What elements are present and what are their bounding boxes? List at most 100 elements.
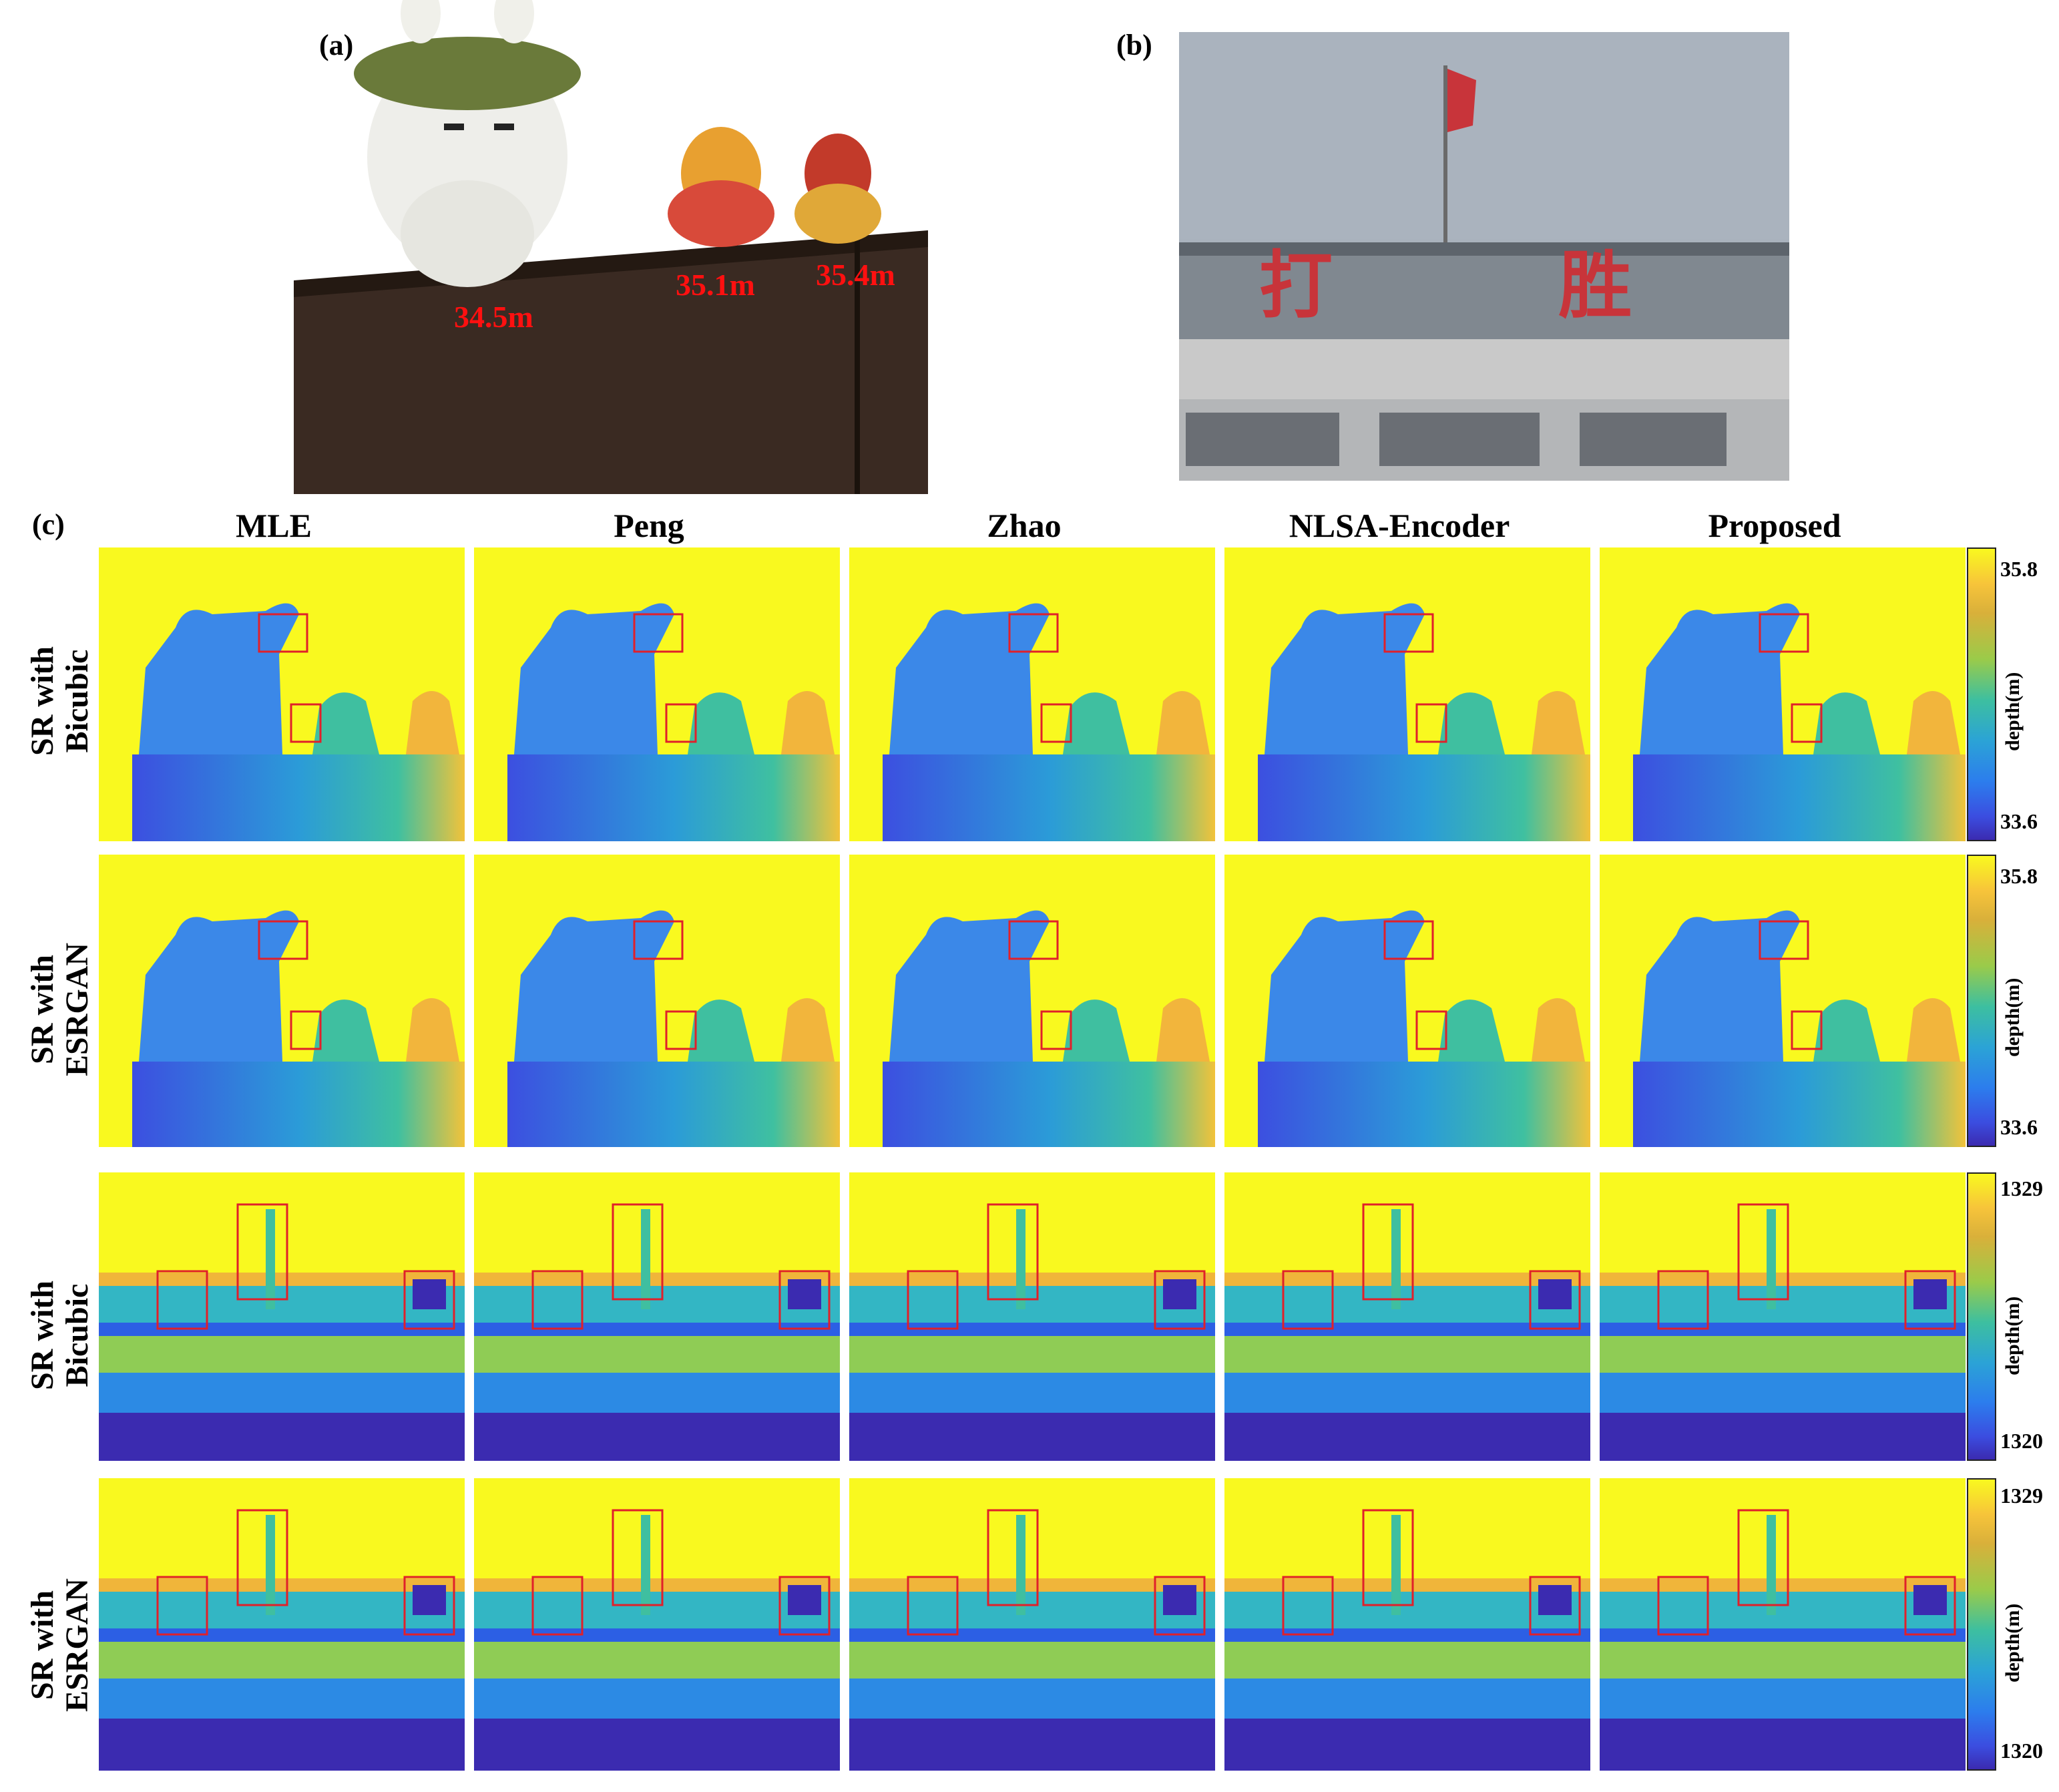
depth-map-1-peng <box>474 547 840 841</box>
highlight-box <box>1282 1270 1334 1330</box>
highlight-box <box>156 1576 208 1636</box>
toys-photo: 34.5m 35.1m 35.4m <box>294 0 928 494</box>
depth-map-3-peng <box>474 1172 840 1461</box>
highlight-box <box>531 1576 584 1636</box>
panel-label-c: (c) <box>32 508 65 541</box>
colorbar-1-max: 35.8 <box>2000 557 2038 581</box>
highlight-box <box>290 703 322 743</box>
depth-map-3-mle <box>99 1172 465 1461</box>
depth-map-1-nlsa-encoder <box>1224 547 1590 841</box>
row-label-2-line1: SR with <box>25 954 60 1065</box>
highlight-box <box>1737 1509 1789 1606</box>
highlight-box <box>236 1203 288 1301</box>
row-label-2: SR with ESRGAN <box>25 863 95 1156</box>
highlight-box <box>258 920 308 960</box>
row-label-3: SR with Bicubic <box>25 1188 95 1482</box>
colorbar-4-max: 1329 <box>2000 1484 2043 1508</box>
colorbar-2-unit: depth(m) <box>2002 977 2024 1057</box>
depth-map-4-proposed <box>1600 1478 1966 1771</box>
highlight-box <box>1904 1576 1956 1636</box>
colorbar-1-min: 33.6 <box>2000 809 2038 833</box>
highlight-box <box>633 613 684 653</box>
highlight-box <box>1759 613 1809 653</box>
building-photo-illustration <box>1179 32 1789 481</box>
highlight-box <box>665 1010 697 1050</box>
row-label-3-line2: Bicubic <box>59 1283 95 1387</box>
depth-map-4-mle <box>99 1478 465 1771</box>
highlight-box <box>403 1576 455 1636</box>
colorbar-2-min: 33.6 <box>2000 1115 2038 1139</box>
highlight-box <box>1529 1576 1581 1636</box>
highlight-box <box>1383 613 1434 653</box>
highlight-box <box>1008 920 1059 960</box>
column-title-nlsa-encoder: NLSA-Encoder <box>1289 507 1510 544</box>
row-label-1-line1: SR with <box>25 646 60 756</box>
depth-label-bear: 35.1m <box>676 268 755 302</box>
column-title-zhao: Zhao <box>987 507 1062 544</box>
highlight-box <box>907 1270 959 1330</box>
colorbar-3 <box>1967 1172 1996 1461</box>
colorbar-2-max: 35.8 <box>2000 864 2038 888</box>
highlight-box <box>1383 920 1434 960</box>
column-title-proposed: Proposed <box>1708 507 1841 544</box>
highlight-box <box>1008 613 1059 653</box>
highlight-box <box>987 1509 1039 1606</box>
colorbar-3-max: 1329 <box>2000 1176 2043 1200</box>
highlight-box <box>1737 1203 1789 1301</box>
row-label-2-line2: ESRGAN <box>59 942 95 1077</box>
row-label-1-line2: Bicubic <box>59 649 95 753</box>
highlight-box <box>1759 920 1809 960</box>
colorbar-4-unit: depth(m) <box>2002 1603 2024 1683</box>
row-label-3-line1: SR with <box>25 1280 60 1391</box>
colorbar-4 <box>1967 1478 1996 1771</box>
highlight-box <box>665 703 697 743</box>
panel-label-b: (b) <box>1116 29 1152 61</box>
highlight-box <box>531 1270 584 1330</box>
depth-label-big-toy: 34.5m <box>454 300 533 334</box>
highlight-box <box>403 1270 455 1330</box>
depth-map-3-zhao <box>849 1172 1215 1461</box>
highlight-box <box>778 1576 831 1636</box>
highlight-box <box>1154 1270 1206 1330</box>
depth-map-3-nlsa-encoder <box>1224 1172 1590 1461</box>
highlight-box <box>1791 1010 1823 1050</box>
colorbar-1 <box>1967 547 1996 841</box>
highlight-box <box>778 1270 831 1330</box>
colorbar-1-unit: depth(m) <box>2002 672 2024 751</box>
depth-map-2-proposed <box>1600 855 1966 1147</box>
depth-map-4-peng <box>474 1478 840 1771</box>
colorbar-3-min: 1320 <box>2000 1429 2043 1453</box>
highlight-box <box>612 1203 664 1301</box>
row-label-4: SR with ESRGAN <box>25 1498 95 1792</box>
highlight-box <box>1657 1576 1709 1636</box>
highlight-box <box>258 613 308 653</box>
colorbar-3-unit: depth(m) <box>2002 1296 2024 1375</box>
depth-map-1-zhao <box>849 547 1215 841</box>
row-label-4-line2: ESRGAN <box>59 1578 95 1713</box>
column-title-peng: Peng <box>614 507 684 544</box>
highlight-box <box>290 1010 322 1050</box>
highlight-box <box>907 1576 959 1636</box>
depth-map-4-nlsa-encoder <box>1224 1478 1590 1771</box>
highlight-box <box>1040 1010 1072 1050</box>
colorbar-2 <box>1967 855 1996 1147</box>
depth-map-2-peng <box>474 855 840 1147</box>
depth-map-1-mle <box>99 547 465 841</box>
depth-label-parrot: 35.4m <box>816 258 895 292</box>
highlight-box <box>987 1203 1039 1301</box>
depth-map-3-proposed <box>1600 1172 1966 1461</box>
highlight-box <box>633 920 684 960</box>
highlight-box <box>1657 1270 1709 1330</box>
highlight-box <box>1791 703 1823 743</box>
depth-map-1-proposed <box>1600 547 1966 841</box>
panel-label-a: (a) <box>319 29 354 61</box>
highlight-box <box>1282 1576 1334 1636</box>
toys-photo-illustration <box>294 0 928 494</box>
highlight-box <box>236 1509 288 1606</box>
highlight-box <box>1154 1576 1206 1636</box>
depth-map-2-mle <box>99 855 465 1147</box>
highlight-box <box>156 1270 208 1330</box>
depth-map-2-zhao <box>849 855 1215 1147</box>
sign-text: 打 胜 仗 <box>1259 243 1789 328</box>
row-label-4-line1: SR with <box>25 1590 60 1701</box>
